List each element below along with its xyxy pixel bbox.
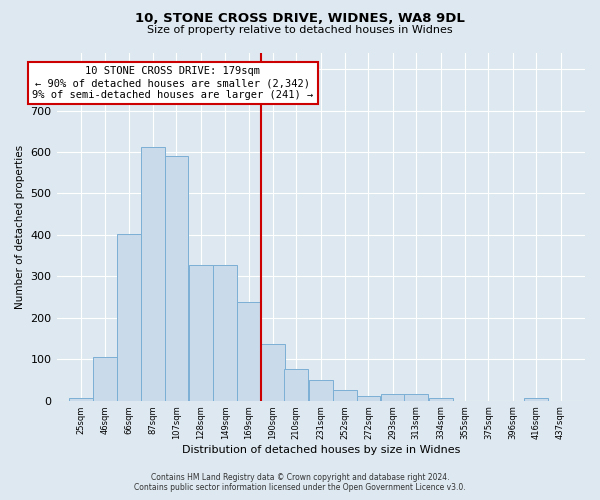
Bar [284, 369, 308, 400]
Bar [309, 380, 333, 400]
Text: Contains HM Land Registry data © Crown copyright and database right 2024.
Contai: Contains HM Land Registry data © Crown c… [134, 473, 466, 492]
X-axis label: Distribution of detached houses by size in Widnes: Distribution of detached houses by size … [182, 445, 460, 455]
Bar [261, 344, 285, 401]
Bar [69, 398, 93, 400]
Bar [189, 264, 213, 400]
Bar [164, 156, 188, 400]
Text: Size of property relative to detached houses in Widnes: Size of property relative to detached ho… [147, 25, 453, 35]
Bar [117, 234, 140, 400]
Bar [214, 264, 237, 400]
Bar [333, 390, 357, 400]
Bar [381, 394, 405, 400]
Text: 10 STONE CROSS DRIVE: 179sqm
← 90% of detached houses are smaller (2,342)
9% of : 10 STONE CROSS DRIVE: 179sqm ← 90% of de… [32, 66, 313, 100]
Y-axis label: Number of detached properties: Number of detached properties [15, 144, 25, 308]
Bar [524, 398, 548, 400]
Bar [429, 398, 452, 400]
Bar [404, 394, 428, 400]
Bar [94, 357, 118, 401]
Bar [141, 147, 165, 401]
Bar [356, 396, 380, 400]
Text: 10, STONE CROSS DRIVE, WIDNES, WA8 9DL: 10, STONE CROSS DRIVE, WIDNES, WA8 9DL [135, 12, 465, 26]
Bar [236, 302, 260, 400]
